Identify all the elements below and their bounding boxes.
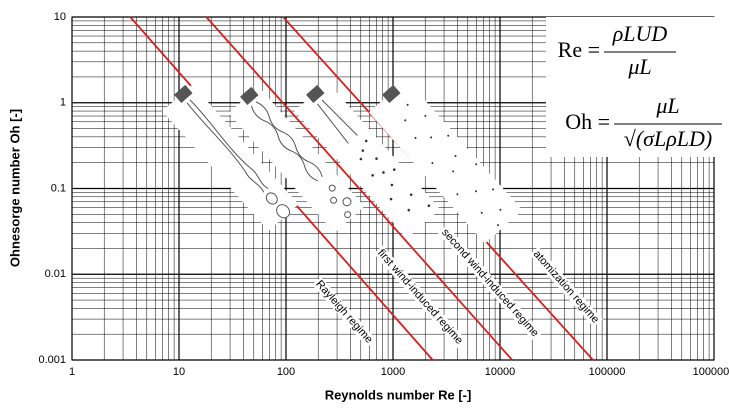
y-axis-title: Ohnesorge number Oh [-]: [7, 109, 22, 267]
equation-lhs: Re =: [558, 37, 600, 62]
label-background: [311, 276, 377, 348]
equation-denominator: μL: [627, 54, 651, 79]
label-background: [437, 225, 543, 341]
y-tick-label: 1: [60, 97, 66, 109]
x-tick-label: 10000: [485, 366, 516, 378]
jet-sketches: [162, 79, 523, 244]
equation-box: [546, 17, 724, 157]
equations: Re = ρLUD μL Oh = μL √(σLρLD): [558, 21, 722, 151]
x-axis-title: Reynolds number Re [-]: [325, 387, 472, 402]
boundary-line: [205, 16, 513, 361]
regime-label: atomization regime: [531, 248, 602, 326]
x-tick-label: 100: [277, 366, 295, 378]
equation-lhs: Oh =: [565, 109, 610, 134]
y-tick-label: 10: [54, 11, 66, 23]
x-tick-label: 1000: [381, 366, 405, 378]
equation-numerator: μL: [655, 93, 679, 118]
x-tick-label: 10: [173, 366, 185, 378]
equation-denominator: √(σLρLD): [624, 126, 713, 151]
regime-label: first wind-induced regime: [375, 247, 465, 347]
regime-label: second wind-induced regime: [439, 227, 541, 340]
x-tick-label: 1: [69, 366, 75, 378]
label-background: [529, 246, 603, 328]
label-background: [373, 245, 467, 349]
x-tick-label: 100000: [589, 366, 626, 378]
regime-label: Rayleigh regime: [313, 278, 375, 345]
equation-numerator: ρLUD: [612, 21, 668, 46]
y-tick-label: 0.001: [38, 354, 66, 366]
y-tick-label: 0.1: [51, 182, 66, 194]
y-tick-label: 0.01: [45, 268, 66, 280]
